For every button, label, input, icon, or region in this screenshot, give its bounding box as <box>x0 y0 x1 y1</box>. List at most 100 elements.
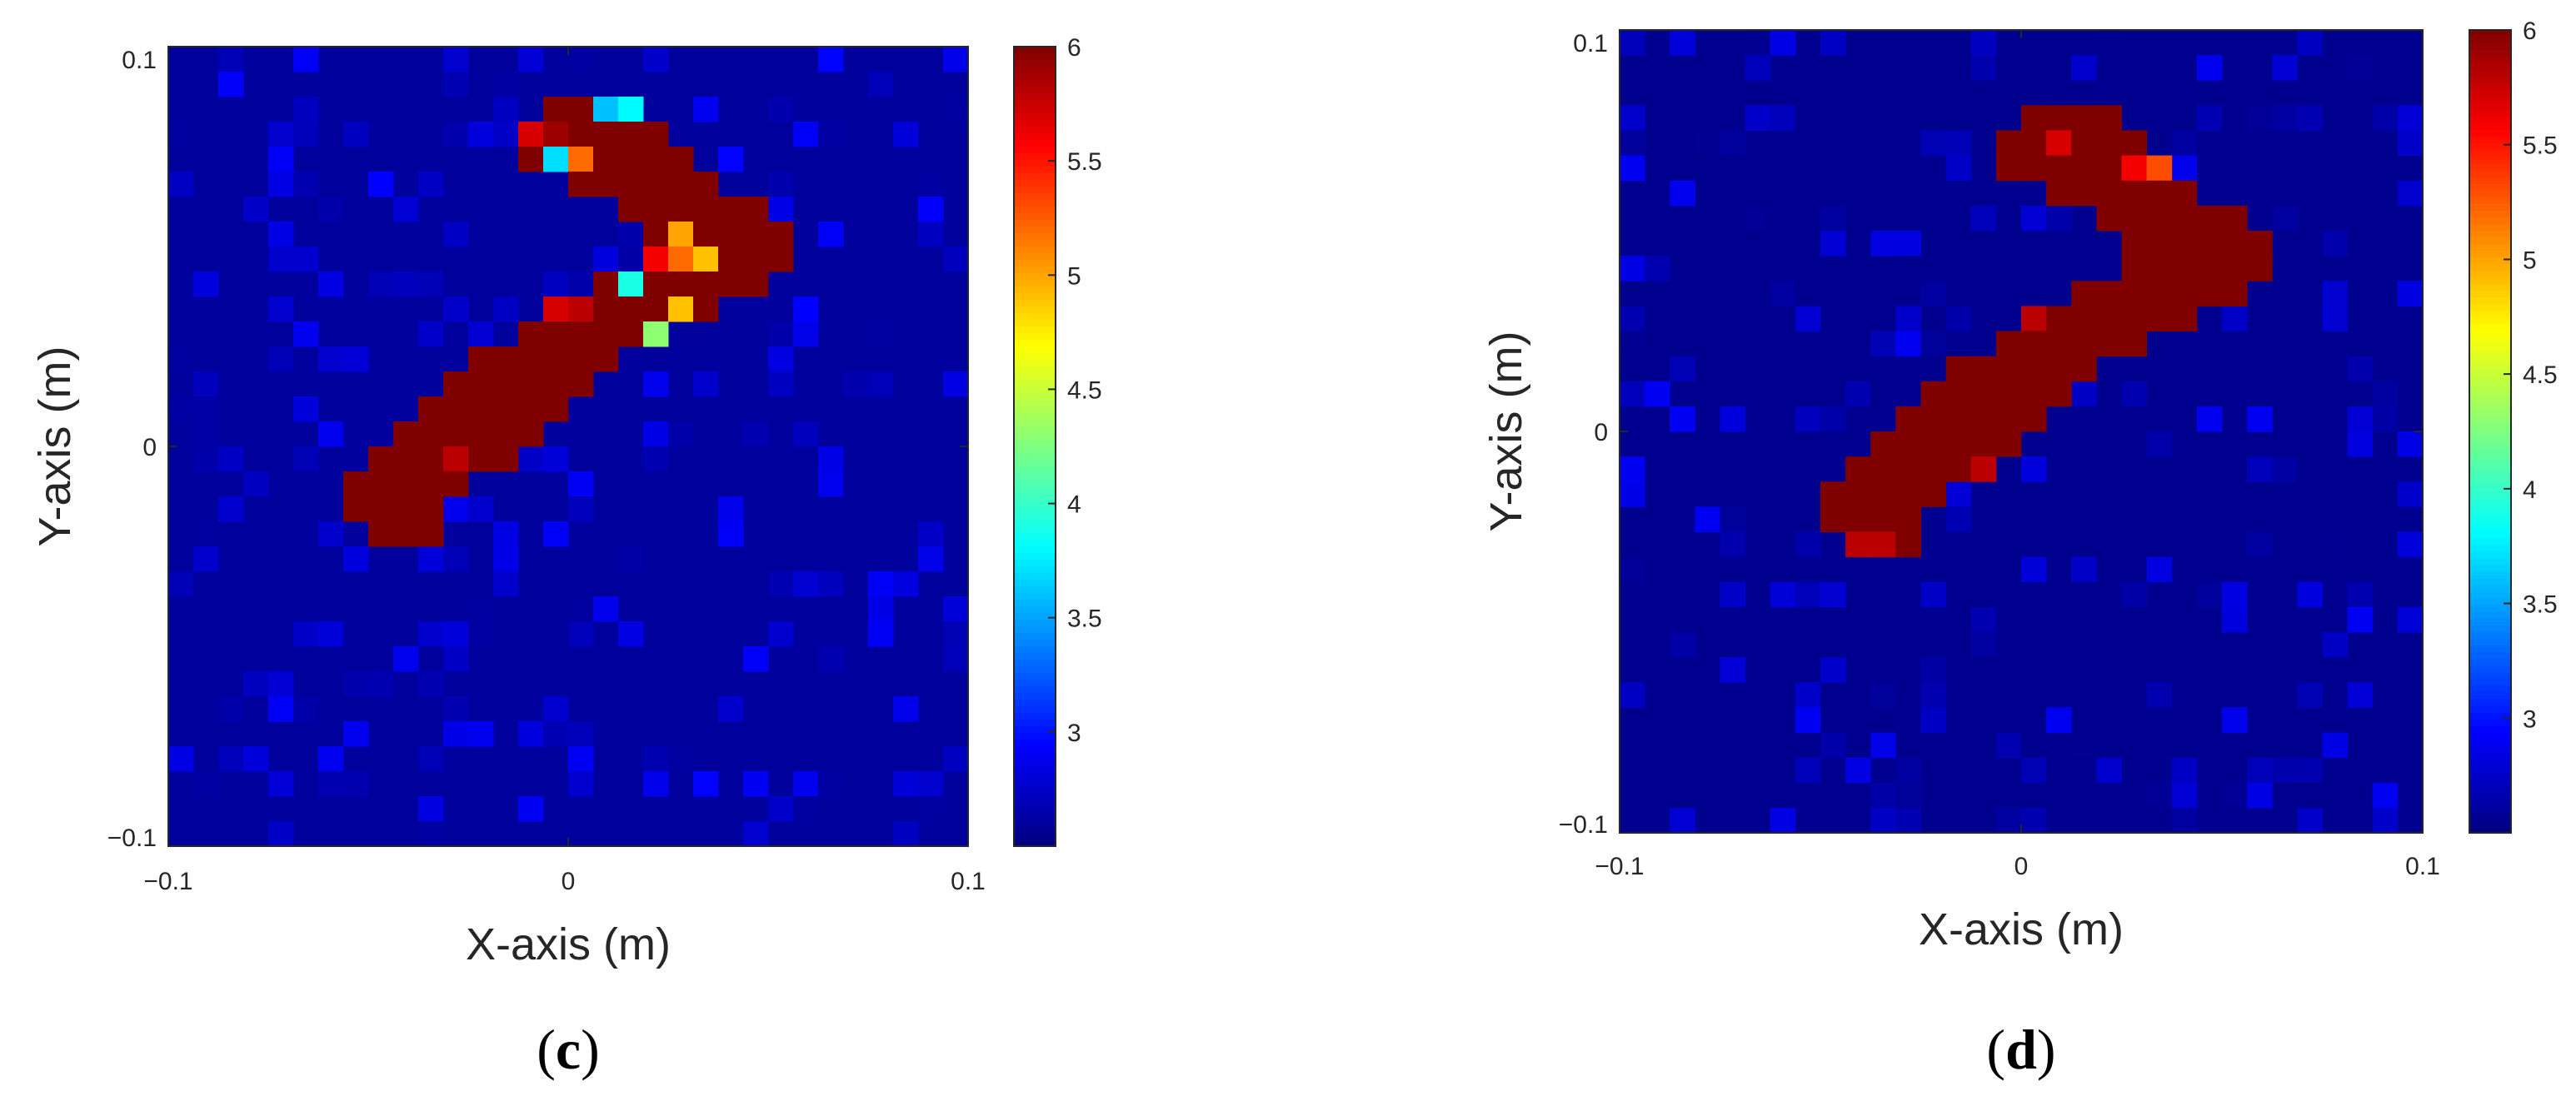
heatmap-cell <box>818 47 844 72</box>
colorbar-strip <box>2469 438 2511 446</box>
heatmap-cell <box>868 571 894 597</box>
heatmap-cell-hot <box>2021 306 2047 331</box>
heatmap-cell-hot <box>2046 155 2072 182</box>
heatmap-cell-hot <box>418 396 444 422</box>
heatmap-cell <box>1695 130 1720 157</box>
heatmap-cell <box>1795 707 1821 733</box>
colorbar-strip <box>2469 518 2511 526</box>
heatmap-cell-hot <box>1920 431 1947 457</box>
heatmap-cell-hot <box>518 147 544 172</box>
heatmap-cell-hot <box>2121 231 2148 257</box>
heatmap-cell <box>418 821 444 847</box>
heatmap-cell <box>318 521 344 547</box>
heatmap-cell <box>918 521 944 547</box>
panel-label-c: (c) <box>537 1018 600 1081</box>
heatmap-cell <box>2021 456 2047 482</box>
heatmap-cell <box>343 721 369 747</box>
colorbar-tick-label: 3 <box>1067 720 1081 747</box>
heatmap-cell <box>2272 757 2298 784</box>
heatmap-cell-hot <box>593 172 619 197</box>
heatmap-cell <box>1820 456 1846 482</box>
heatmap-cell-hot <box>1945 406 1972 432</box>
heatmap-cell <box>568 746 594 772</box>
heatmap-cell <box>293 696 319 722</box>
heatmap-cell <box>468 122 494 147</box>
heatmap-cell <box>1970 632 1997 658</box>
heatmap-cell-hot <box>2021 406 2047 432</box>
heatmap-cell-hot <box>418 521 444 547</box>
heatmap-cell-hot <box>2247 256 2273 281</box>
heatmap-cell <box>168 122 194 147</box>
colorbar-strip <box>1014 200 1056 207</box>
heatmap-cell <box>268 222 294 247</box>
heatmap-cell-hot <box>2096 180 2122 207</box>
heatmap-cell <box>943 596 969 622</box>
heatmap-cell-hot <box>2121 256 2148 281</box>
heatmap-cell <box>2347 406 2374 432</box>
heatmap-cell-hot <box>2021 331 2047 357</box>
heatmap-cell-hot <box>468 371 494 397</box>
heatmap-cell <box>643 421 669 447</box>
heatmap-cell-hot <box>743 197 769 222</box>
colorbar-strip <box>1014 833 1056 840</box>
heatmap-cell <box>793 796 819 822</box>
heatmap-cell <box>218 696 244 722</box>
heatmap-cell <box>418 796 444 822</box>
heatmap-cell-hot <box>618 172 644 197</box>
colorbar-strip <box>2469 525 2511 533</box>
heatmap-cell-hot <box>668 247 694 272</box>
heatmap-cell-hot <box>693 222 719 247</box>
heatmap-cell <box>293 172 319 197</box>
heatmap-cell <box>1695 506 1720 532</box>
heatmap-cell <box>543 696 569 722</box>
heatmap-cell <box>2046 707 2072 733</box>
heatmap-cell <box>1620 30 1645 56</box>
heatmap-cell <box>1720 531 1746 558</box>
heatmap-cell <box>568 596 594 622</box>
colorbar-strip <box>1014 786 1056 794</box>
heatmap-cell-hot <box>2222 281 2248 306</box>
heatmap-cell-hot <box>693 272 719 297</box>
heatmap-cell-hot <box>418 496 444 522</box>
heatmap-cell <box>1870 682 1896 708</box>
heatmap-cell <box>1620 130 1645 157</box>
colorbar-strip <box>2469 745 2511 754</box>
colorbar-strip <box>2469 652 2511 660</box>
heatmap-cell <box>193 446 219 472</box>
heatmap-cell-hot <box>2096 281 2122 306</box>
colorbar-strip <box>2469 645 2511 653</box>
heatmap-c-cells <box>168 47 969 847</box>
axis-ticks-d <box>1619 29 2424 834</box>
heatmap-cell-hot <box>618 296 644 322</box>
heatmap-cell <box>1670 356 1695 382</box>
colorbar-strip <box>1014 600 1056 607</box>
heatmap-cell-hot <box>593 97 619 122</box>
heatmap-cell-hot <box>593 122 619 147</box>
heatmap-cell <box>618 222 644 247</box>
heatmap-cell <box>218 47 244 72</box>
heatmap-cell <box>793 421 819 447</box>
heatmap-cell <box>643 771 669 797</box>
heatmap-cell-hot <box>1870 431 1896 457</box>
heatmap-cell <box>1920 581 1947 608</box>
colorbar-strip <box>2469 785 2511 794</box>
heatmap-cell <box>168 396 194 422</box>
colorbar-strip <box>2469 157 2511 165</box>
heatmap-cell <box>2196 581 2223 608</box>
heatmap-cell <box>2347 682 2374 708</box>
heatmap-cell <box>768 796 794 822</box>
colorbar-strip <box>2469 571 2511 580</box>
colorbar-strip <box>2469 598 2511 606</box>
heatmap-cell-hot <box>693 172 719 197</box>
colorbar-strip <box>1014 546 1056 554</box>
heatmap-cell-hot <box>1895 406 1921 432</box>
colorbar-strip <box>2469 591 2511 600</box>
heatmap-cell <box>368 671 394 697</box>
heatmap-cell-hot <box>493 421 519 447</box>
heatmap-cell-hot <box>2121 205 2148 232</box>
heatmap-cell <box>2046 205 2072 232</box>
heatmap-cell <box>243 746 269 772</box>
heatmap-cell-hot <box>693 296 719 322</box>
heatmap-cell <box>518 446 544 472</box>
colorbar-strip <box>2469 237 2511 245</box>
